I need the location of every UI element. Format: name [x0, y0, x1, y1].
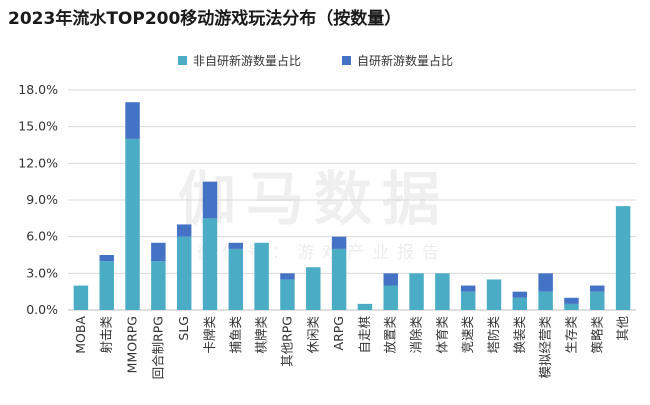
bar-self-developed — [331, 236, 347, 249]
bar-non-self-developed — [99, 261, 114, 310]
bar-non-self-developed — [176, 236, 192, 310]
x-tick-label: MOBA — [73, 316, 88, 354]
bar-non-self-developed — [538, 291, 553, 310]
chart-title: 2023年流水TOP200移动游戏玩法分布（按数量） — [8, 9, 402, 29]
x-tick-label: 卡牌类 — [202, 316, 217, 354]
bar-non-self-developed — [409, 273, 424, 310]
x-tick-label: 捕鱼类 — [228, 316, 243, 354]
x-tick-label: 生存类 — [563, 316, 578, 354]
bar-non-self-developed — [383, 285, 398, 310]
x-tick-label: 换装类 — [512, 316, 527, 354]
legend-label-non-self-developed: 非自研新游数量占比 — [193, 54, 302, 68]
x-tick-label: 休闲类 — [305, 316, 320, 354]
bar-non-self-developed — [73, 285, 89, 310]
bar-non-self-developed — [512, 297, 528, 310]
bar-non-self-developed — [254, 242, 269, 310]
legend-swatch-self-developed — [342, 56, 351, 65]
bar-non-self-developed — [460, 291, 476, 310]
y-tick-label: 6.0% — [26, 229, 58, 244]
bar-self-developed — [151, 242, 166, 262]
y-tick-label: 12.0% — [18, 155, 58, 170]
x-tick-label: 其他RPG — [279, 316, 294, 367]
bar-non-self-developed — [306, 267, 321, 310]
x-tick-label: 策略类 — [589, 316, 604, 354]
bar-non-self-developed — [280, 279, 295, 310]
bar-non-self-developed — [357, 303, 373, 310]
bar-non-self-developed — [435, 273, 450, 310]
x-tick-label: 消除类 — [409, 316, 424, 354]
bar-self-developed — [564, 297, 579, 304]
x-tick-label: MMORPG — [125, 316, 140, 373]
x-tick-label: 竞速类 — [460, 316, 475, 354]
bar-self-developed — [202, 181, 218, 219]
x-tick-label: 体育类 — [434, 316, 449, 354]
x-tick-label: 放置类 — [383, 316, 398, 354]
x-tick-label: 棋牌类 — [254, 316, 269, 354]
bar-non-self-developed — [564, 303, 579, 310]
bar-self-developed — [590, 285, 605, 292]
bar-self-developed — [383, 273, 398, 286]
legend-item-self-developed: 自研新游数量占比 — [342, 52, 453, 69]
x-tick-label: 自走棋 — [357, 316, 372, 354]
legend-swatch-non-self-developed — [178, 56, 187, 65]
y-tick-label: 18.0% — [18, 82, 58, 97]
bar-non-self-developed — [125, 138, 140, 310]
bar-non-self-developed — [228, 248, 244, 310]
legend-label-self-developed: 自研新游数量占比 — [357, 54, 454, 68]
x-tick-label: 塔防类 — [486, 316, 501, 354]
bar-self-developed — [512, 291, 528, 298]
watermark-logo: 伽马数据 — [178, 165, 451, 233]
x-tick-label: SLG — [176, 316, 191, 341]
y-tick-label: 3.0% — [26, 265, 58, 280]
x-tick-label: 回合制RPG — [150, 316, 165, 379]
bar-self-developed — [228, 242, 244, 249]
x-tick-label: ARPG — [331, 316, 346, 350]
legend-item-non-self-developed: 非自研新游数量占比 — [178, 52, 301, 69]
x-tick-label: 其他 — [615, 316, 630, 342]
bar-non-self-developed — [615, 206, 631, 310]
bar-self-developed — [538, 273, 553, 292]
bar-self-developed — [99, 255, 114, 262]
bar-non-self-developed — [151, 261, 166, 310]
y-tick-label: 0.0% — [26, 302, 58, 317]
y-tick-label: 15.0% — [18, 119, 58, 134]
bar-non-self-developed — [486, 279, 502, 310]
x-tick-label: 模拟经营类 — [538, 316, 553, 379]
bar-non-self-developed — [331, 248, 347, 310]
y-tick-label: 9.0% — [26, 192, 58, 207]
bar-self-developed — [125, 102, 140, 139]
bar-self-developed — [176, 224, 192, 237]
x-tick-label: 射击类 — [99, 316, 114, 354]
bar-self-developed — [460, 285, 476, 292]
bar-self-developed — [280, 273, 295, 280]
bar-non-self-developed — [590, 291, 605, 310]
bar-non-self-developed — [202, 218, 218, 310]
